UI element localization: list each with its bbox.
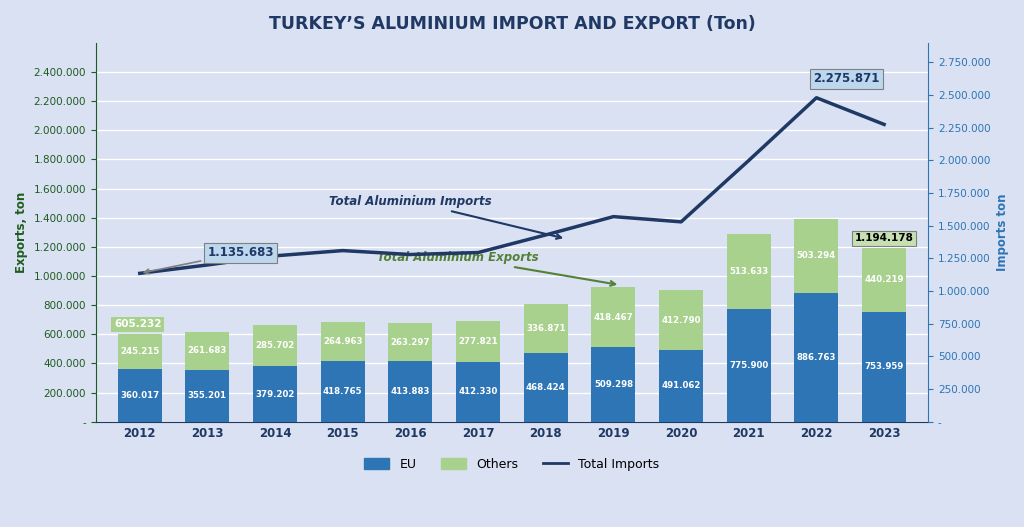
Bar [253, 325, 297, 366]
Bar [524, 354, 567, 422]
Text: 605.232: 605.232 [114, 319, 162, 329]
Bar [456, 321, 500, 362]
Text: 336.871: 336.871 [526, 325, 565, 334]
Bar [862, 312, 906, 422]
Text: 2.275.871: 2.275.871 [813, 72, 880, 85]
Text: 513.633: 513.633 [729, 267, 768, 276]
Text: 886.763: 886.763 [797, 353, 837, 362]
Bar [524, 305, 567, 354]
Bar [253, 366, 297, 422]
Text: Total Aluminium Imports: Total Aluminium Imports [330, 195, 561, 239]
Bar [727, 234, 771, 309]
Bar [592, 347, 636, 422]
Bar [659, 290, 703, 350]
Text: 440.219: 440.219 [864, 275, 904, 284]
Text: 360.017: 360.017 [120, 391, 160, 400]
Bar [795, 292, 839, 422]
Y-axis label: Exports, ton: Exports, ton [15, 192, 28, 273]
Text: 379.202: 379.202 [255, 389, 295, 398]
Legend: EU, Others, Total Imports: EU, Others, Total Imports [359, 453, 665, 476]
Bar [388, 323, 432, 362]
Bar [727, 309, 771, 422]
Text: 753.959: 753.959 [864, 362, 904, 372]
Text: 412.790: 412.790 [662, 316, 700, 325]
Text: 503.294: 503.294 [797, 251, 836, 260]
Text: 418.467: 418.467 [594, 313, 633, 321]
Text: 468.424: 468.424 [526, 383, 565, 392]
Text: 355.201: 355.201 [188, 392, 227, 401]
Bar [659, 350, 703, 422]
Bar [118, 369, 162, 422]
Bar [185, 370, 229, 422]
Text: 263.297: 263.297 [391, 338, 430, 347]
Text: 264.963: 264.963 [323, 337, 362, 346]
Text: 1.135.683: 1.135.683 [144, 247, 274, 274]
Text: 775.900: 775.900 [729, 360, 768, 369]
Title: TURKEY’S ALUMINIUM IMPORT AND EXPORT (Ton): TURKEY’S ALUMINIUM IMPORT AND EXPORT (To… [268, 15, 756, 33]
Text: 277.821: 277.821 [459, 337, 498, 346]
Text: 261.683: 261.683 [187, 346, 227, 355]
Text: 509.298: 509.298 [594, 380, 633, 389]
Text: 1.194.178: 1.194.178 [855, 233, 913, 243]
Text: 418.765: 418.765 [323, 387, 362, 396]
Bar [185, 332, 229, 370]
Text: 413.883: 413.883 [391, 387, 430, 396]
Bar [592, 287, 636, 347]
Text: 412.330: 412.330 [459, 387, 498, 396]
Bar [456, 362, 500, 422]
Bar [321, 360, 365, 422]
Text: 245.215: 245.215 [120, 347, 160, 356]
Text: 285.702: 285.702 [255, 341, 295, 350]
Bar [795, 219, 839, 292]
Bar [862, 248, 906, 312]
Text: 491.062: 491.062 [662, 382, 700, 391]
Bar [388, 362, 432, 422]
Bar [321, 322, 365, 360]
Y-axis label: Imports ton: Imports ton [996, 193, 1009, 271]
Text: Total Aluminium Exports: Total Aluminium Exports [377, 251, 615, 286]
Bar [118, 334, 162, 369]
